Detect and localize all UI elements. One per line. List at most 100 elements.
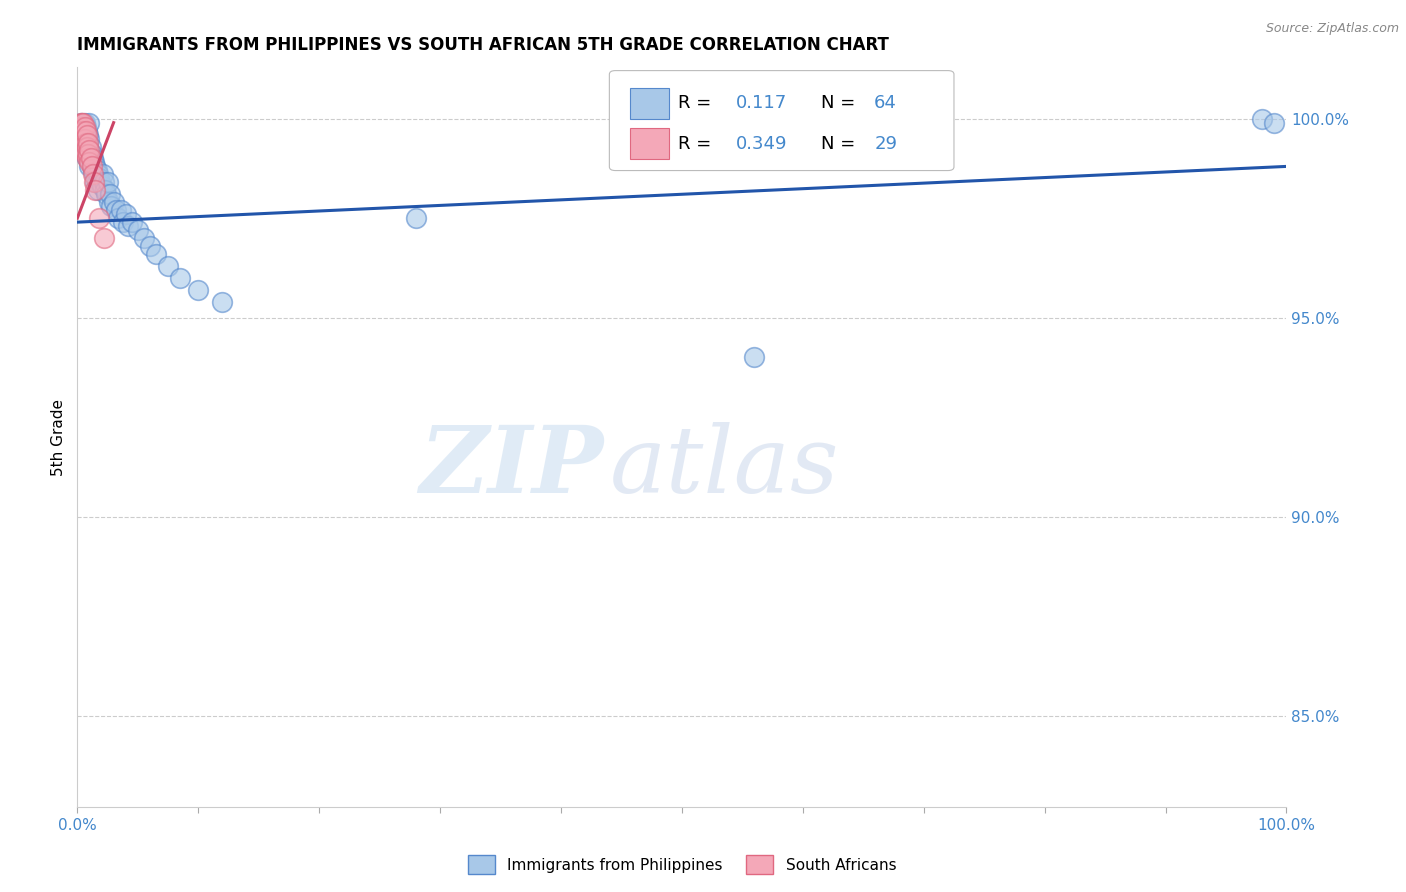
Point [79, 144, 101, 158]
Point [75, 131, 97, 145]
Point [79, 155, 101, 169]
Point [73, 131, 96, 145]
Text: N =: N = [821, 135, 860, 153]
Point [77, 136, 100, 150]
Text: 29: 29 [875, 135, 897, 153]
Point [117, 219, 139, 233]
Point [84, 175, 107, 189]
Point [86, 175, 108, 189]
Text: R =: R = [678, 95, 717, 112]
Text: 0.349: 0.349 [737, 135, 787, 153]
Point [114, 207, 136, 221]
Point [75, 147, 97, 161]
Point [112, 215, 135, 229]
Point [76, 139, 98, 153]
Text: R =: R = [678, 135, 717, 153]
Point [77, 139, 100, 153]
Point [72, 144, 94, 158]
FancyBboxPatch shape [609, 70, 955, 170]
Text: 64: 64 [875, 95, 897, 112]
Point [169, 271, 191, 285]
Point [77, 147, 100, 161]
Point [80, 160, 103, 174]
Point [72, 115, 94, 129]
Point [132, 231, 155, 245]
Point [72, 131, 94, 145]
Text: ZIP: ZIP [419, 422, 603, 512]
Point [84, 183, 107, 197]
Point [79, 152, 101, 166]
Point [75, 144, 97, 158]
Point [75, 120, 97, 134]
Legend: Immigrants from Philippines, South Africans: Immigrants from Philippines, South Afric… [461, 849, 903, 880]
Point [80, 160, 103, 174]
Text: 0.117: 0.117 [737, 95, 787, 112]
Point [105, 203, 128, 218]
FancyBboxPatch shape [630, 87, 669, 119]
Point [87, 167, 110, 181]
Point [79, 115, 101, 129]
Point [84, 160, 107, 174]
Y-axis label: 5th Grade: 5th Grade [51, 399, 66, 475]
Point [1263, 115, 1285, 129]
Point [77, 128, 100, 142]
Point [107, 211, 129, 226]
Point [79, 139, 101, 153]
Point [211, 294, 233, 309]
Point [98, 187, 121, 202]
Point [76, 128, 98, 142]
Point [76, 136, 98, 150]
Point [83, 175, 105, 189]
Point [70, 120, 93, 134]
Point [70, 115, 93, 129]
Point [94, 183, 117, 197]
Point [121, 215, 143, 229]
Point [70, 115, 93, 129]
Point [73, 115, 96, 129]
Point [73, 128, 96, 142]
Point [96, 175, 118, 189]
Point [86, 163, 108, 178]
Point [82, 167, 104, 181]
Point [79, 131, 101, 145]
Point [70, 123, 93, 137]
Point [73, 120, 96, 134]
Point [76, 152, 98, 166]
Point [405, 211, 427, 226]
Point [90, 179, 112, 194]
Point [80, 147, 103, 161]
Point [127, 223, 149, 237]
Point [79, 160, 101, 174]
Point [145, 247, 167, 261]
Point [83, 167, 105, 181]
Point [96, 187, 118, 202]
Point [72, 131, 94, 145]
Point [93, 231, 115, 245]
Point [744, 351, 766, 365]
Point [77, 152, 100, 166]
Point [91, 167, 114, 181]
Point [79, 155, 101, 169]
Point [72, 123, 94, 137]
Point [82, 163, 104, 178]
Point [87, 183, 110, 197]
Text: IMMIGRANTS FROM PHILIPPINES VS SOUTH AFRICAN 5TH GRADE CORRELATION CHART: IMMIGRANTS FROM PHILIPPINES VS SOUTH AFR… [77, 37, 889, 54]
Point [76, 123, 98, 137]
Point [89, 175, 111, 189]
Text: atlas: atlas [609, 422, 839, 512]
Point [93, 175, 115, 189]
Point [70, 115, 93, 129]
Point [70, 120, 93, 134]
Point [83, 155, 105, 169]
Point [100, 199, 122, 213]
Point [82, 152, 104, 166]
Point [75, 136, 97, 150]
Point [79, 147, 101, 161]
Point [76, 152, 98, 166]
Text: Source: ZipAtlas.com: Source: ZipAtlas.com [1265, 22, 1399, 36]
Point [72, 123, 94, 137]
Point [70, 131, 93, 145]
Text: N =: N = [821, 95, 860, 112]
Point [1251, 112, 1274, 126]
Point [87, 171, 110, 186]
